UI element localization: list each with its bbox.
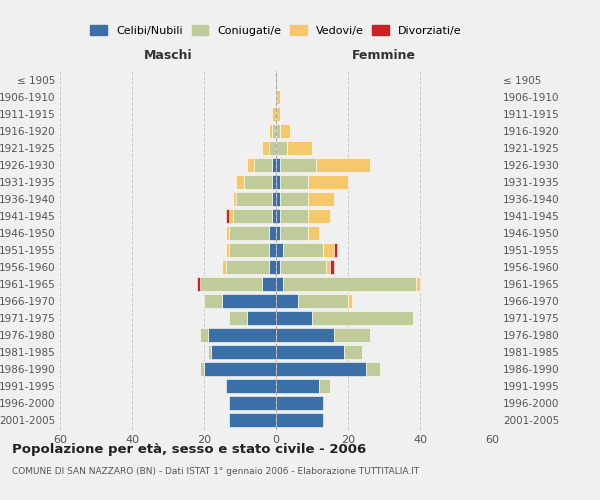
Bar [269,226,276,240]
Bar [280,192,308,206]
Text: Maschi: Maschi [143,50,193,62]
Bar [208,328,276,342]
Bar [236,192,272,206]
Bar [204,362,276,376]
Bar [312,310,413,325]
Bar [269,124,272,138]
Bar [280,260,326,274]
Bar [229,226,269,240]
Bar [262,141,269,156]
Bar [276,276,283,291]
Bar [229,396,276,410]
Bar [276,141,287,156]
Bar [229,310,247,325]
Bar [269,141,276,156]
Bar [308,209,330,224]
Bar [229,209,233,224]
Bar [280,124,290,138]
Bar [247,158,254,172]
Bar [316,158,370,172]
Bar [276,344,344,359]
Bar [272,107,276,122]
Bar [308,192,334,206]
Bar [276,260,280,274]
Bar [344,344,362,359]
Bar [200,276,262,291]
Bar [269,243,276,257]
Bar [226,260,269,274]
Bar [323,243,334,257]
Bar [200,328,208,342]
Bar [298,294,348,308]
Bar [208,344,211,359]
Bar [272,158,276,172]
Bar [348,294,352,308]
Y-axis label: Anni di nascita: Anni di nascita [599,209,600,291]
Bar [276,107,280,122]
Bar [222,294,276,308]
Bar [334,243,337,257]
Bar [276,243,283,257]
Bar [280,226,308,240]
Bar [229,243,269,257]
Bar [226,209,229,224]
Bar [233,192,236,206]
Bar [276,209,280,224]
Bar [276,412,323,427]
Bar [254,158,272,172]
Bar [276,396,323,410]
Bar [222,260,226,274]
Legend: Celibi/Nubili, Coniugati/e, Vedovi/e, Divorziati/e: Celibi/Nubili, Coniugati/e, Vedovi/e, Di… [86,20,466,40]
Bar [366,362,380,376]
Bar [229,412,276,427]
Bar [276,362,366,376]
Bar [226,226,229,240]
Text: Femmine: Femmine [352,50,416,62]
Bar [226,378,276,393]
Bar [276,192,280,206]
Bar [334,328,370,342]
Bar [280,158,316,172]
Bar [247,310,276,325]
Bar [226,243,229,257]
Bar [244,175,272,190]
Bar [233,209,272,224]
Bar [272,124,276,138]
Bar [280,175,308,190]
Bar [319,378,330,393]
Text: COMUNE DI SAN NAZZARO (BN) - Dati ISTAT 1° gennaio 2006 - Elaborazione TUTTITALI: COMUNE DI SAN NAZZARO (BN) - Dati ISTAT … [12,468,419,476]
Bar [308,175,348,190]
Text: Popolazione per età, sesso e stato civile - 2006: Popolazione per età, sesso e stato civil… [12,442,366,456]
Bar [272,192,276,206]
Bar [276,378,319,393]
Bar [308,226,319,240]
Bar [200,362,204,376]
Bar [280,209,308,224]
Bar [276,158,280,172]
Bar [276,175,280,190]
Bar [272,175,276,190]
Bar [326,260,330,274]
Bar [276,310,312,325]
Bar [269,260,276,274]
Bar [330,260,334,274]
Bar [287,141,312,156]
Bar [276,90,280,104]
Bar [283,276,416,291]
Bar [197,276,200,291]
Bar [204,294,222,308]
Bar [272,209,276,224]
Bar [262,276,276,291]
Bar [416,276,420,291]
Bar [276,294,298,308]
Bar [276,328,334,342]
Bar [236,175,244,190]
Bar [276,124,280,138]
Bar [283,243,323,257]
Bar [211,344,276,359]
Bar [276,226,280,240]
